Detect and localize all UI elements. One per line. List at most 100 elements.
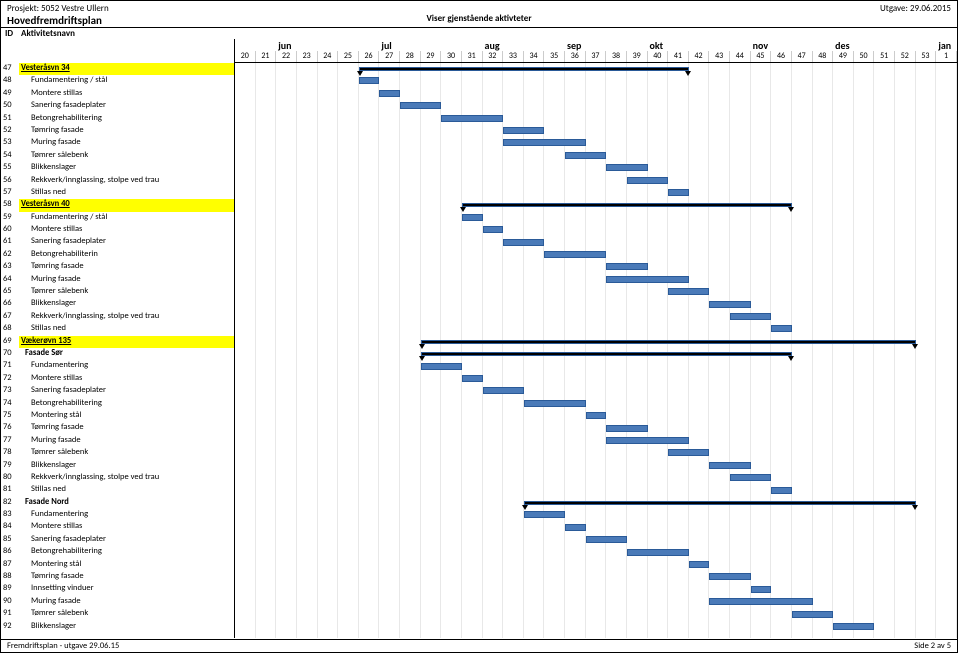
- task-row: 75Montering stål: [1, 410, 234, 422]
- month-sep: sep: [565, 39, 648, 51]
- task-id: 80: [1, 472, 19, 484]
- task-id: 52: [1, 125, 19, 137]
- task-id: 48: [1, 75, 19, 87]
- task-id: 67: [1, 311, 19, 323]
- task-id: 53: [1, 137, 19, 149]
- task-row: 65Tømrer sålebenk: [1, 286, 234, 298]
- chart-area: 47Vesteråsvn 3448Fundamentering / stål49…: [1, 39, 957, 638]
- task-row: 85Sanering fasadeplater: [1, 534, 234, 546]
- task-id: 91: [1, 608, 19, 620]
- task-row: 84Montere stillas: [1, 521, 234, 533]
- task-name: Betongrehabilitering: [19, 113, 234, 125]
- month-jun: jun: [276, 39, 379, 51]
- week-20: 20: [235, 51, 256, 62]
- task-id: 63: [1, 261, 19, 273]
- week-22: 22: [276, 51, 297, 62]
- task-name: Rekkverk/innglassing, stolpe ved trau: [19, 311, 234, 323]
- gantt-bar: [524, 400, 586, 407]
- task-row: 54Tømrer sålebenk: [1, 150, 234, 162]
- gantt-bar: [606, 437, 689, 444]
- task-id: 61: [1, 236, 19, 248]
- summary-bar: [359, 67, 689, 71]
- task-row: 53Muring fasade: [1, 137, 234, 149]
- gantt-bar: [359, 77, 380, 84]
- task-name: Blikkenslager: [19, 162, 234, 174]
- task-row: 90Muring fasade: [1, 596, 234, 608]
- task-id: 62: [1, 249, 19, 261]
- gantt-bar: [586, 536, 627, 543]
- task-row: 83Fundamentering: [1, 509, 234, 521]
- task-id: 84: [1, 521, 19, 533]
- month-des: des: [833, 39, 936, 51]
- task-name: Montering stål: [19, 410, 234, 422]
- task-row: 80Rekkverk/innglassing, stolpe ved trau: [1, 472, 234, 484]
- gantt-bar: [565, 524, 586, 531]
- task-name: Sanering fasadeplater: [19, 385, 234, 397]
- task-id: 90: [1, 596, 19, 608]
- week-27: 27: [379, 51, 400, 62]
- week-23: 23: [297, 51, 318, 62]
- gantt-bar: [709, 573, 750, 580]
- footer-right: Side 2 av 5: [914, 641, 951, 651]
- task-name: Montere stillas: [19, 88, 234, 100]
- task-id: 66: [1, 298, 19, 310]
- task-id: 89: [1, 583, 19, 595]
- week-24: 24: [318, 51, 339, 62]
- summary-bar: [462, 203, 792, 207]
- name-col-label: Aktivitetsnavn: [21, 28, 75, 39]
- summary-bar: [421, 352, 792, 356]
- week-row: 2021222324252627282930313233343536373839…: [235, 51, 957, 63]
- task-row: 71Fundamentering: [1, 360, 234, 372]
- task-id: 86: [1, 546, 19, 558]
- week-31: 31: [462, 51, 483, 62]
- task-name: Fasade Sør: [19, 348, 234, 360]
- task-row: 47Vesteråsvn 34: [1, 63, 234, 75]
- task-name: Tømrer sålebenk: [19, 286, 234, 298]
- task-name: Stillas ned: [19, 323, 234, 335]
- task-name: Fundamentering: [19, 360, 234, 372]
- week-32: 32: [483, 51, 504, 62]
- summary-bar: [524, 501, 916, 505]
- task-id: 78: [1, 447, 19, 459]
- task-id: 77: [1, 435, 19, 447]
- task-name: Muring fasade: [19, 596, 234, 608]
- week-37: 37: [586, 51, 607, 62]
- task-name: Blikkenslager: [19, 460, 234, 472]
- task-row: 86Betongrehabilitering: [1, 546, 234, 558]
- task-name: Tømrer sålebenk: [19, 447, 234, 459]
- plan-title: Hovedfremdriftsplan: [7, 14, 109, 27]
- task-id: 65: [1, 286, 19, 298]
- gantt-bar: [483, 387, 524, 394]
- week-51: 51: [874, 51, 895, 62]
- task-column: 47Vesteråsvn 3448Fundamentering / stål49…: [1, 39, 235, 638]
- task-name: Tømrer sålebenk: [19, 150, 234, 162]
- task-row: 68Stillas ned: [1, 323, 234, 335]
- task-name: Montere stillas: [19, 373, 234, 385]
- week-36: 36: [565, 51, 586, 62]
- gantt-bar: [627, 549, 689, 556]
- task-id: 79: [1, 460, 19, 472]
- gantt-column: junjulaugsepoktnovdesjan 202122232425262…: [235, 39, 957, 638]
- week-39: 39: [627, 51, 648, 62]
- task-id: 92: [1, 621, 19, 633]
- week-49: 49: [833, 51, 854, 62]
- week-30: 30: [441, 51, 462, 62]
- week-45: 45: [751, 51, 772, 62]
- task-name: Montering stål: [19, 559, 234, 571]
- task-name: Muring fasade: [19, 137, 234, 149]
- week-25: 25: [338, 51, 359, 62]
- gantt-bar: [400, 102, 441, 109]
- week-38: 38: [606, 51, 627, 62]
- gantt-bar: [483, 226, 504, 233]
- week-1: 1: [936, 51, 957, 62]
- task-id: 54: [1, 150, 19, 162]
- week-28: 28: [400, 51, 421, 62]
- page-footer: Fremdriftsplan - utgave 29.06.15 Side 2 …: [1, 639, 957, 652]
- task-name: Tømring fasade: [19, 422, 234, 434]
- gantt-bar: [586, 412, 607, 419]
- task-row: 64Muring fasade: [1, 274, 234, 286]
- task-name: Tømring fasade: [19, 261, 234, 273]
- week-34: 34: [524, 51, 545, 62]
- gantt-bar: [606, 276, 689, 283]
- task-row: 92Blikkenslager: [1, 621, 234, 633]
